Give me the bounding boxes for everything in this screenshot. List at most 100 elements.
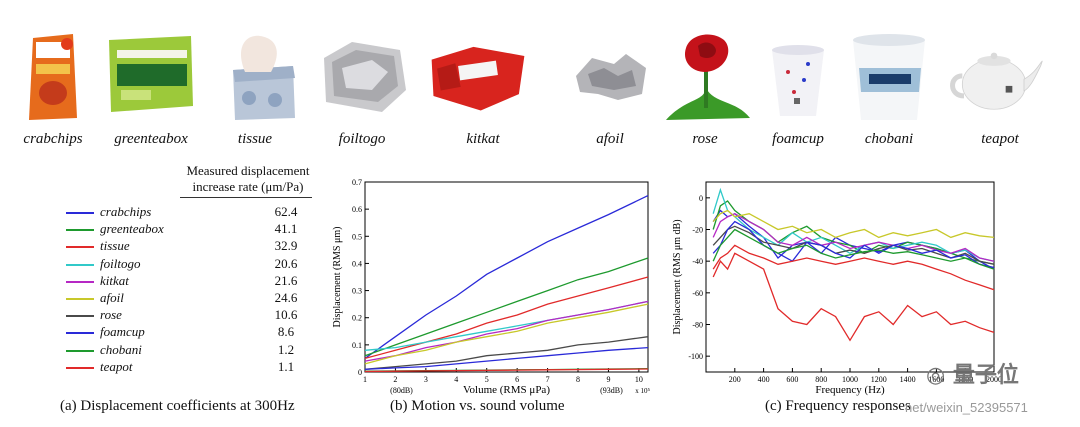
x-tick-label: 9 [606,375,610,384]
table-row-value: 32.9 [274,238,298,254]
legend-swatch [66,212,94,214]
x-tick-label: 5 [485,375,489,384]
object-label-chobani: chobani [864,131,914,147]
x-tick-label: 4 [454,375,458,384]
object-label-crabchips: crabchips [23,131,83,147]
series-line-crabchips [364,195,649,359]
object-label-rose: rose [692,131,718,147]
x-tick-label: 8 [576,375,580,384]
series-line-foamcup [364,346,649,370]
legend-swatch [66,263,94,266]
series-line-greenteabox [364,257,649,357]
table-row-name: greenteabox [100,221,164,237]
table-row: greenteabox 41.1 [66,221,316,238]
x-tick-label: 600 [786,375,798,384]
object-label-afoil: afoil [596,131,624,147]
series-line-afoil [712,209,995,239]
series-line-foiltogo [712,187,995,262]
table-row-name: chobani [100,341,142,357]
watermark-brand: ◎ 量子位 [926,357,1066,389]
x-tick-label: 800 [815,375,827,384]
series-line-kitkat [712,212,995,262]
caption-c: (c) Frequency responses [765,398,911,414]
y-axis-label: Displacement (RMS μm dB) [672,219,683,334]
table-row-value: 1.2 [277,341,295,357]
frequency-response-chart: 0 -20 -40 -60 -80 -100 200 400 600 800 1000 1200 140… [672,181,1002,396]
watermark-brand-text: 量子位 [952,363,1019,388]
y-tick-label: 0.1 [352,341,362,350]
y-tick-label: 0.5 [352,232,362,241]
x-tick-label: 3 [424,375,428,384]
tissue-box-photo [233,35,295,120]
table-row-name: crabchips [100,204,152,219]
kitkat-wrapper-photo [431,46,525,111]
y-tick-label: 0.6 [352,205,362,214]
table-row-name: tissue [100,238,130,254]
plot-frame [364,181,649,373]
table-row: teapot 1.1 [66,359,316,376]
table-row: afoil 24.6 [66,290,316,307]
object-label-foamcup: foamcup [772,131,824,147]
table-row: crabchips 62.4 [66,204,316,221]
caption-a: (a) Displacement coefficients at 300Hz [60,398,295,414]
x-tick-label: 6 [515,375,519,384]
crab-chips-bag-photo [29,34,77,120]
y-tick-label: 0.3 [352,287,362,296]
y-tick-label: -20 [692,226,703,235]
table-row-value: 21.6 [274,272,298,288]
series-line-greenteabox [712,200,995,265]
x-tick-label: 2 [393,375,397,384]
annotation-93db: (93dB) [600,386,623,395]
rose-photo [666,34,750,120]
x-tick-label: 1 [363,375,367,384]
object-label-greenteabox: greenteabox [114,131,188,147]
x-tick-label: 1400 [900,375,916,384]
table-row-name: foiltogo [100,255,141,271]
teapot-photo [950,52,1043,110]
table-header-line2: increase rate (μm/Pa) [192,179,304,194]
series-line-rose [364,336,649,370]
object-label-tissue: tissue [237,131,273,147]
table-row-value: 8.6 [277,324,295,340]
aluminum-foil-photo [576,54,646,100]
series-line-foamcup [712,220,995,269]
y-tick-label: 0.7 [352,178,362,187]
motion-vs-volume-chart: 0 0.1 0.2 0.3 0.4 0.5 0.6 0.7 1 2 3 4 5 6 7 8 9 10 Volume … [332,178,651,396]
object-label-kitkat: kitkat [466,131,500,147]
table-row-value: 20.6 [274,255,298,271]
table-row-value: 24.6 [274,290,298,305]
legend-swatch [66,246,94,249]
legend-swatch [66,315,94,318]
table-row: kitkat 21.6 [66,273,316,290]
table-row-name: foamcup [100,324,145,340]
x-tick-label: 200 [729,375,741,384]
x-tick-label: 2000 [986,375,1002,384]
x-axis-label: Volume (RMS μPa) [463,384,550,396]
y-tick-label: -80 [692,321,703,330]
y-tick-label: 0.2 [352,314,362,323]
legend-swatch [66,332,94,335]
annotation-80db: (80dB) [390,386,413,395]
table-row-value: 10.6 [274,307,298,323]
yogurt-cup-photo [853,34,925,120]
x-tick-label: 1600 [928,375,944,384]
series-line-kitkat [364,300,649,362]
y-tick-label: 0 [699,194,703,203]
series-line-tissue [364,276,649,360]
x-tick-label: 10 [635,375,643,384]
table-row: foiltogo 20.6 [66,256,316,273]
y-axis-label: Displacement (RMS μm) [332,227,343,328]
y-tick-label: 0 [358,368,362,377]
table-row: rose 10.6 [66,307,316,324]
table-row: tissue 32.9 [66,238,316,255]
series-line-chobani [712,228,995,270]
y-tick-label: -60 [692,289,703,298]
table-header: Measured displacement increase rate (μm/… [178,163,318,195]
series-line-afoil [364,303,649,365]
table-row: foamcup 8.6 [66,324,316,341]
table-row-value: 62.4 [274,204,298,219]
series-line-teapot [712,244,995,291]
table-row-name: afoil [100,290,124,305]
table-row-name: kitkat [100,272,129,288]
object-photo-row: crabchips greenteabox tissue foiltogo ki… [0,0,1080,160]
